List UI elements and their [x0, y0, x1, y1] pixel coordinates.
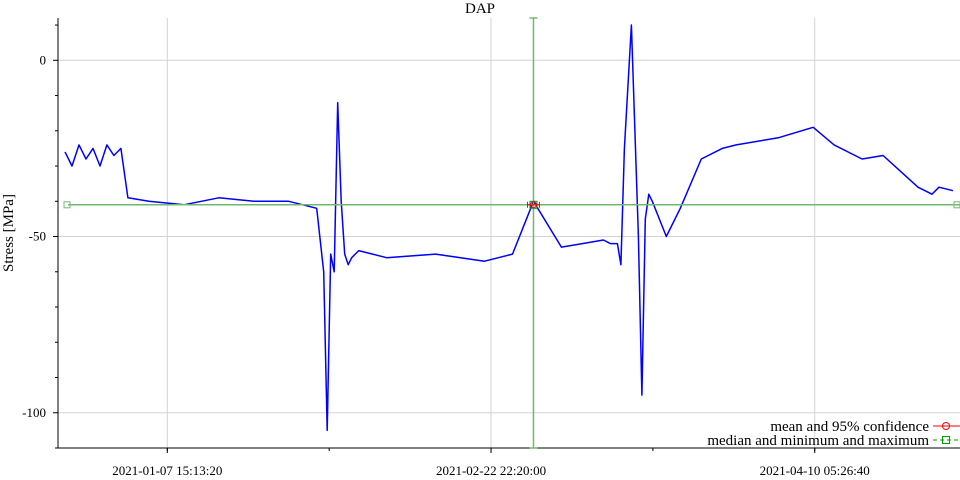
series-line	[64, 24, 954, 432]
stats-layer	[63, 17, 960, 449]
y-tick-label: -50	[29, 229, 46, 244]
median-line-end-marker	[953, 201, 960, 209]
median-line-start-marker	[63, 201, 71, 209]
y-tick-label: -100	[22, 405, 46, 420]
grid	[58, 18, 960, 448]
legend-entry-mean-marker	[942, 422, 950, 430]
y-axis-label: Stress [MPa]	[1, 194, 17, 272]
legend-entry-median-label: median and minimum and maximum	[707, 433, 929, 449]
chart-title: DAP	[465, 1, 495, 17]
y-tick-label: 0	[40, 52, 47, 67]
x-tick-label: 2021-04-10 05:26:40	[760, 463, 870, 478]
legend-entry-median-marker	[942, 436, 950, 444]
series-layer	[64, 24, 954, 432]
x-tick-label: 2021-02-22 22:20:00	[436, 463, 546, 478]
tick-layer: 0 -50 -100 2021-01-07 15:13:20 2021-02-22 22…	[22, 24, 870, 478]
legend: mean and 95% confidence median and minim…	[707, 419, 960, 449]
mean-marker	[529, 201, 537, 209]
x-tick-label: 2021-01-07 15:13:20	[112, 463, 222, 478]
legend-entry-mean-label: mean and 95% confidence	[770, 419, 929, 435]
axes	[57, 18, 960, 449]
